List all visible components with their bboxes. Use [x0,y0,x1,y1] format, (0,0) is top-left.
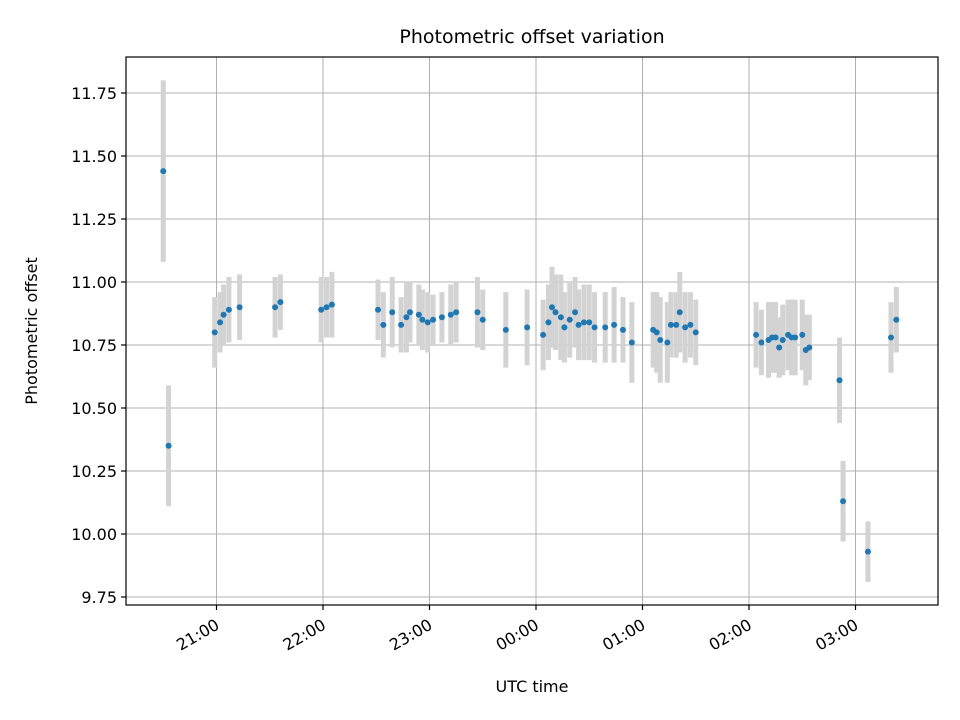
data-point [272,304,279,311]
data-point [502,326,509,333]
y-tick-label: 10.25 [71,462,117,481]
data-point [540,331,547,338]
data-point [664,339,671,346]
data-point [575,321,582,328]
data-point [806,344,813,351]
data-point [758,339,765,346]
data-point [673,321,680,328]
data-point [557,314,564,321]
data-point [453,309,460,316]
grid [126,57,938,605]
data-point [403,314,410,321]
data-point [676,309,683,316]
data-point [479,316,486,323]
data-points [160,168,900,555]
data-point [667,321,674,328]
data-point [888,334,894,341]
data-point [375,306,382,313]
data-point [653,329,660,336]
x-axis-label: UTC time [496,677,569,696]
data-point [318,306,325,313]
data-point [545,319,552,326]
y-tick-label: 11.00 [71,273,117,292]
data-point [682,324,689,331]
data-point [619,326,626,333]
data-point [552,309,559,316]
x-axis: 21:00 22:00 23:00 00:00 01:00 02:00 03:00 [173,605,862,655]
data-point [586,319,593,326]
data-point [561,324,568,331]
y-axis-label: Photometric offset [22,257,41,405]
data-point [893,316,900,323]
y-tick-label: 10.75 [71,336,117,355]
plot-frame [125,56,939,606]
x-tick-label: 00:00 [493,615,542,655]
x-tick-label: 03:00 [812,615,861,655]
x-tick-label: 21:00 [173,615,222,655]
data-point [211,329,218,336]
chart-title: Photometric offset variation [399,26,664,48]
data-point [836,377,843,384]
data-point [217,319,224,326]
data-point [779,336,786,343]
y-tick-label: 10.50 [71,399,117,418]
data-point [687,321,694,328]
data-point [572,309,579,316]
data-point [611,321,618,328]
data-point [424,319,431,326]
data-point [657,336,664,343]
data-point [792,334,799,341]
data-point [160,168,167,175]
data-point [220,311,227,318]
x-tick-label: 01:00 [599,615,648,655]
data-point [692,329,699,336]
y-tick-label: 11.50 [71,147,117,166]
y-tick-label: 11.25 [71,210,117,229]
data-point [323,304,330,311]
data-point [415,311,422,318]
y-axis: 9.75 10.00 10.25 10.50 10.75 11.00 11.25 11.50 1… [71,84,126,607]
data-point [591,324,598,331]
data-point [580,319,587,326]
data-point [389,309,396,316]
data-point [419,316,426,323]
y-tick-label: 9.75 [81,588,117,607]
data-point [380,321,387,328]
data-point [474,309,481,316]
data-point [776,344,783,351]
data-point [602,324,609,331]
x-tick-label: 22:00 [280,615,329,655]
data-point [236,304,243,311]
data-point [864,548,871,555]
data-point [566,316,573,323]
data-point [165,442,172,449]
y-tick-label: 10.00 [71,525,117,544]
data-point [328,301,335,308]
data-point [753,331,760,338]
data-point [398,321,405,328]
data-point [438,314,445,321]
data-point [430,316,437,323]
data-point [628,339,635,346]
data-point [225,306,232,313]
data-point [406,309,413,316]
data-point [524,324,531,331]
data-point [548,304,555,311]
x-tick-label: 23:00 [386,615,435,655]
data-point [799,331,806,338]
data-point [772,334,779,341]
data-point [277,299,284,306]
data-point [840,498,847,505]
x-tick-label: 02:00 [706,615,755,655]
data-point [447,311,454,318]
y-tick-label: 11.75 [71,84,117,103]
